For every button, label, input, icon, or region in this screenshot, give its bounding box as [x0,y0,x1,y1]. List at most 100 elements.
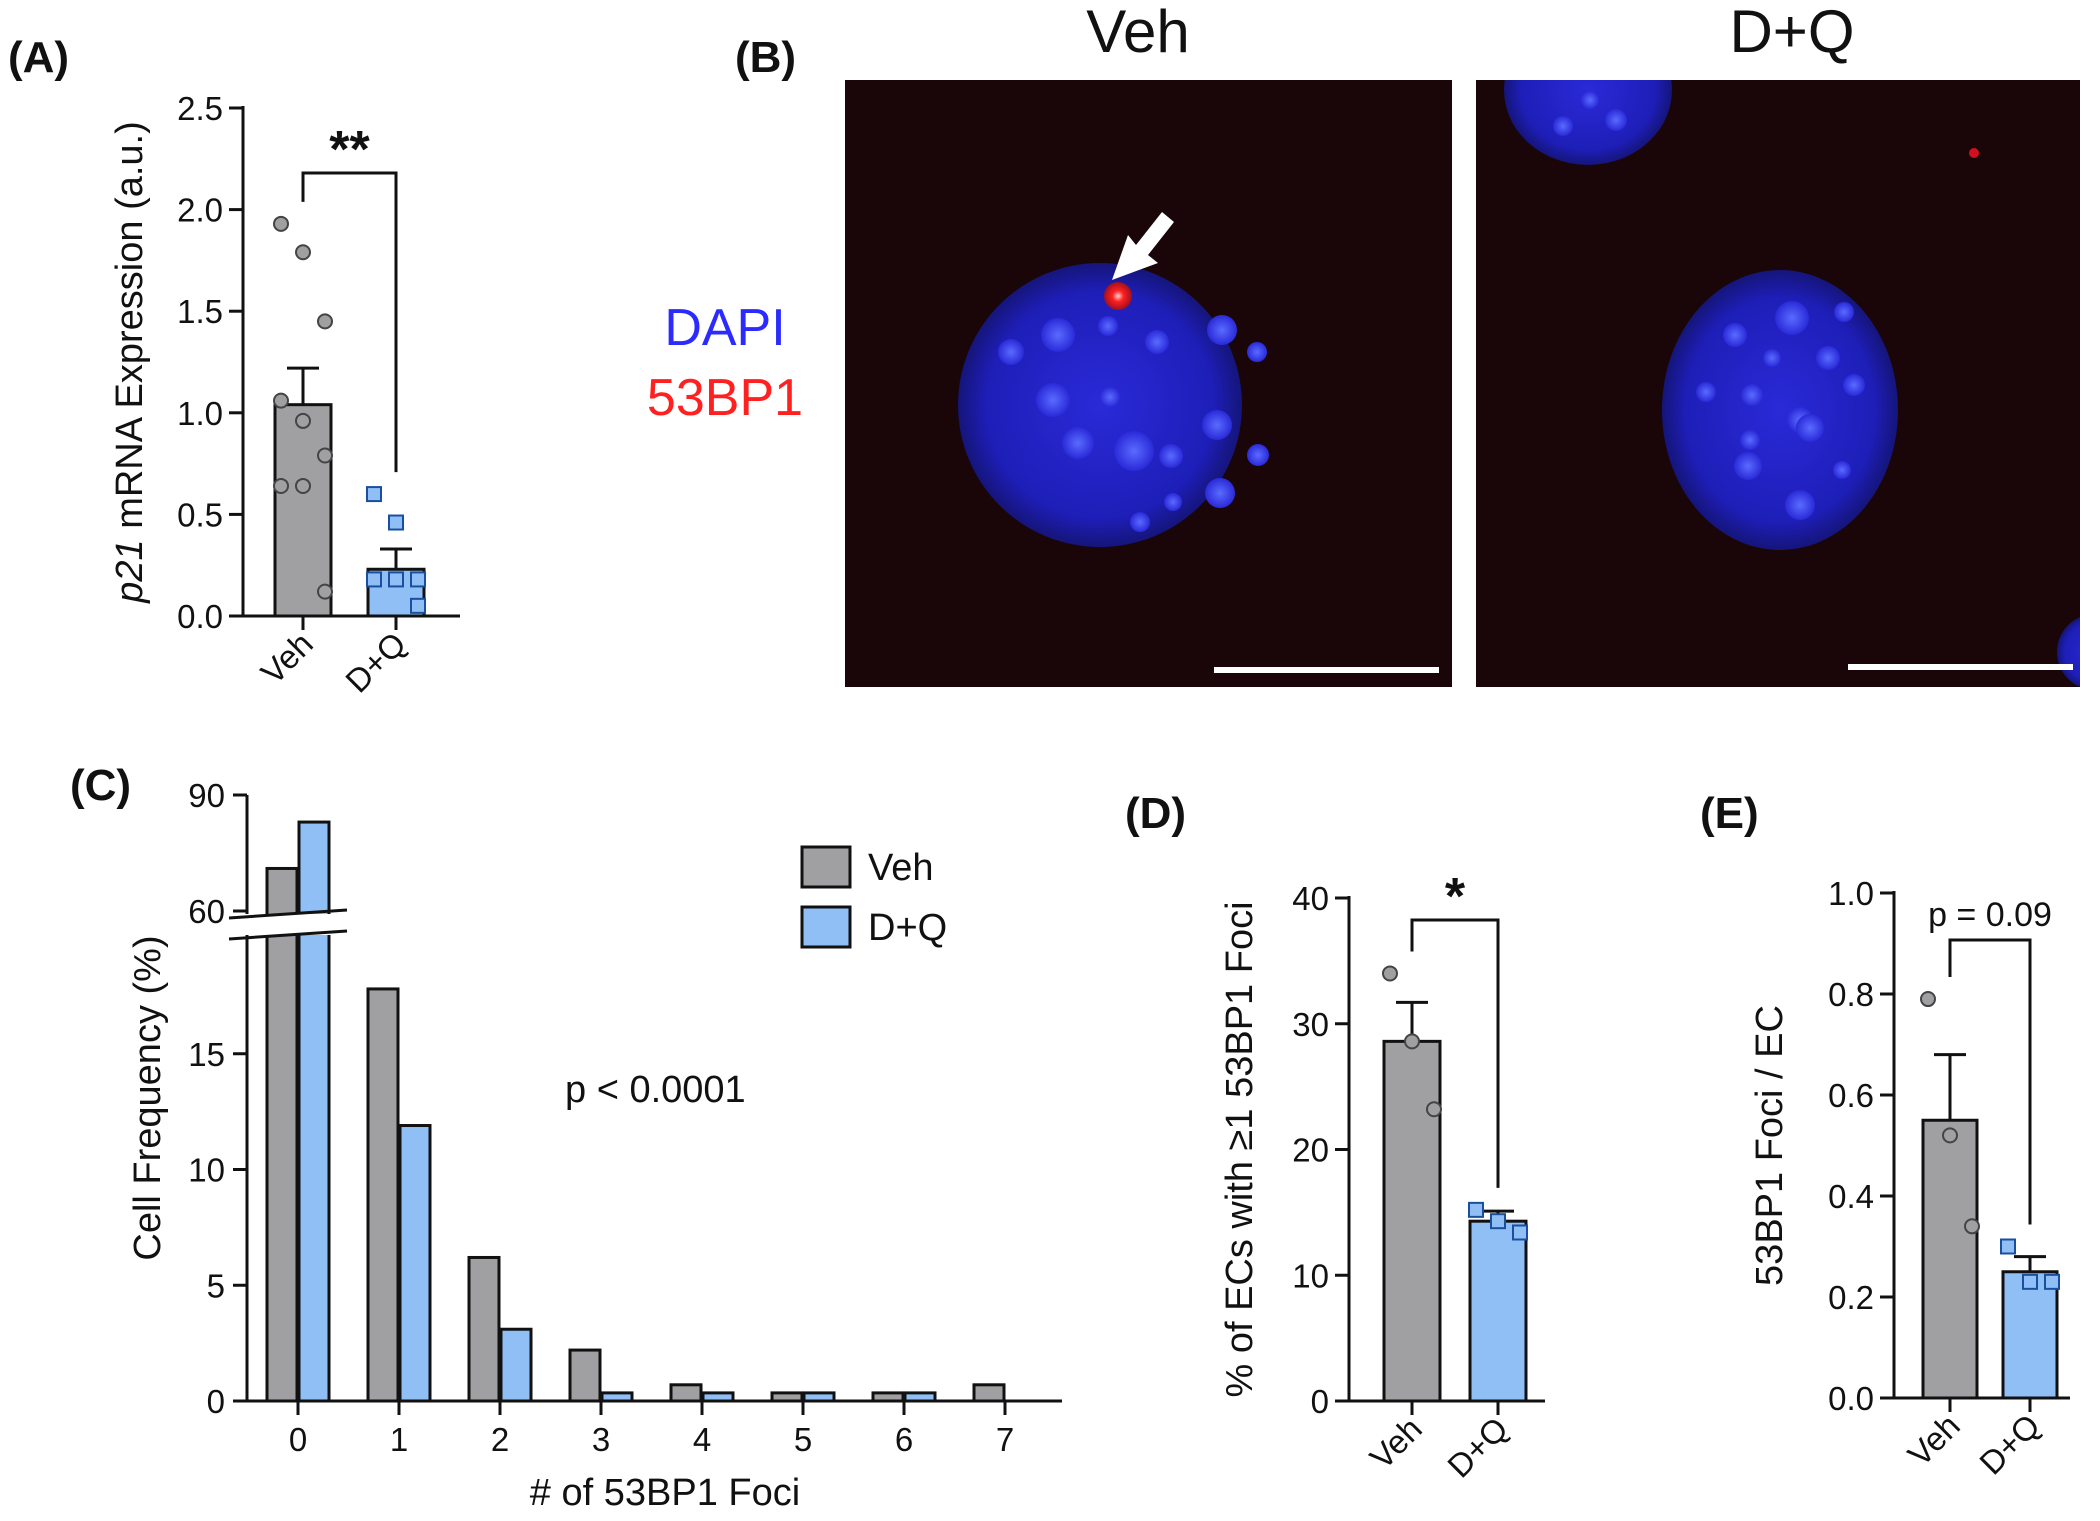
data-point [1920,991,1936,1008]
data-point [273,392,289,409]
53bp1-focus [1104,282,1132,310]
bar-veh [871,1391,905,1403]
arrow-icon [1112,212,1174,280]
bar-veh [770,1391,804,1403]
y-axis-label: % of ECs with ≥1 53BP1 Foci [1219,901,1261,1397]
chart-c: 0 5 10 15 60 90 0 1 2 3 4 5 6 7 # of 53BP1 Foci Cell Fr… [127,777,1062,1514]
significance-bracket [301,171,398,473]
bar-veh [1382,1039,1442,1403]
bar-dq [903,1391,937,1403]
legend-swatch-veh [800,845,852,889]
significance-marker: * [1445,868,1466,926]
x-tick-label: Veh [1363,1410,1429,1476]
axis-break-mark [228,929,348,941]
y-tick-label: 90 [188,777,225,814]
y-tick-label: 0.6 [1828,1077,1874,1114]
significance-bracket [1410,918,1500,1188]
significance-marker: p = 0.09 [1928,896,2052,934]
chart-e: 0.0 0.2 0.4 0.6 0.8 1.0 Veh D+Q p = 0.09 53BP1 Fo… [1749,875,2070,1482]
y-tick-label: 15 [188,1036,225,1073]
y-axis-label: p21 mRNA Expression (a.u.) [109,121,151,604]
y-tick-label: 10 [188,1152,225,1189]
x-tick-label: 3 [592,1421,610,1458]
x-tick-label: 0 [289,1421,307,1458]
significance-bracket [1948,938,2032,1225]
y-axis-label: Cell Frequency (%) [127,935,169,1260]
y-tick-label: 1.0 [177,395,223,432]
y-tick-label: 0 [207,1383,225,1420]
x-tick-label: 1 [390,1421,408,1458]
stain-label-dapi: DAPI [664,299,785,357]
stain-label-53bp1: 53BP1 [647,369,803,427]
micrograph-veh-title: Veh [1086,0,1189,65]
significance-marker: ** [329,121,370,179]
data-point [388,571,404,588]
y-tick-label: 0.8 [1828,976,1874,1013]
y-tick-label: 5 [207,1267,225,1304]
x-tick-label: 2 [491,1421,509,1458]
data-point [273,215,289,232]
bar-dq [600,1391,634,1403]
bar-veh [972,1383,1006,1403]
bar-veh [265,866,299,1403]
legend-label: D+Q [868,907,947,949]
data-point [1404,1033,1420,1050]
bar-dq [1468,1219,1528,1403]
y-tick-label: 0.2 [1828,1279,1874,1316]
bar-dq [297,820,331,1403]
data-point [317,447,333,464]
x-tick-label: D+Q [1972,1407,2047,1482]
panel-label-d: (D) [1125,789,1186,838]
data-point [295,244,311,261]
panel-label-b: (B) [735,33,796,82]
data-point [410,597,426,614]
y-tick-label: 10 [1292,1257,1329,1294]
panel-label-e: (E) [1700,789,1759,838]
legend: Veh D+Q [800,845,947,949]
bar-dq [398,1124,432,1403]
micrograph-dq [1476,80,2080,687]
data-point [410,571,426,588]
bar-veh [366,987,400,1403]
y-tick-label: 0.0 [177,598,223,635]
data-point [317,313,333,330]
y-tick-label: 2.0 [177,192,223,229]
micrograph-veh [845,80,1452,687]
bar-veh [669,1383,703,1403]
nucleus [958,263,1242,547]
y-tick-label: 20 [1292,1132,1329,1169]
y-tick-label: 1.5 [177,293,223,330]
bar-dq [2001,1270,2059,1400]
x-tick-label: 7 [996,1421,1014,1458]
y-tick-label: 30 [1292,1006,1329,1043]
x-tick-label: 5 [794,1421,812,1458]
data-point [1490,1213,1506,1230]
data-point [1426,1101,1442,1118]
bar-veh [1921,1118,1979,1400]
y-tick-label: 40 [1292,880,1329,917]
x-tick-label: Veh [254,625,320,691]
axis-break [227,914,347,935]
legend-swatch-dq [800,905,852,949]
nucleus [1662,270,1898,550]
y-tick-label: 2.5 [177,90,223,127]
data-point [2000,1238,2016,1255]
data-point [366,486,382,503]
x-tick-label: 6 [895,1421,913,1458]
y-tick-label: 60 [188,893,225,930]
data-point [366,571,382,588]
panel-label-c: (C) [70,761,131,810]
data-point [1942,1127,1958,1144]
p-value-annotation: p < 0.0001 [565,1069,746,1111]
x-tick-label: Veh [1901,1407,1967,1473]
x-axis-label: # of 53BP1 Foci [530,1472,800,1514]
y-tick-label: 0 [1311,1383,1329,1420]
legend-label: Veh [868,847,934,889]
data-point [1512,1224,1528,1241]
x-tick-label: D+Q [1440,1410,1515,1485]
bar-dq [802,1391,836,1403]
data-point [317,583,333,600]
x-tick-label: 4 [693,1421,711,1458]
data-point [1964,1218,1980,1235]
